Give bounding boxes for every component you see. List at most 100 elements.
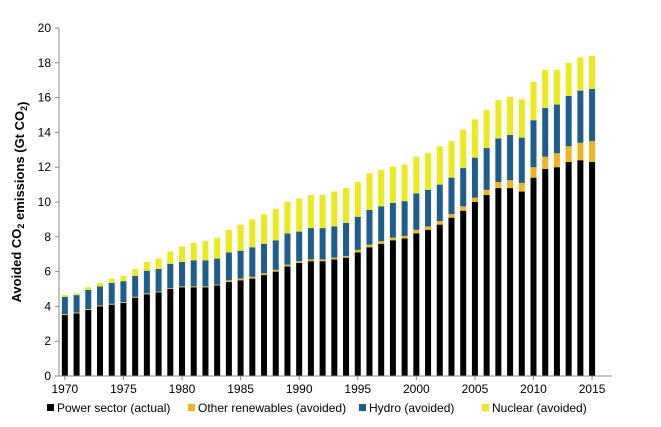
y-tick-label-6: 6 [44, 265, 51, 279]
bar-segment-1986-s2 [249, 247, 256, 277]
bar-segment-2011-s2 [542, 108, 549, 157]
bar-segment-2007-s3 [495, 100, 502, 139]
bar-segment-1974-s1 [108, 303, 115, 305]
bar-segment-1986-s1 [249, 276, 256, 279]
bar-segment-1983-s2 [214, 258, 221, 285]
plot-area [58, 28, 612, 377]
bar-segment-1998-s1 [389, 237, 396, 241]
bar-segment-1990-s0 [296, 262, 303, 376]
bar-segment-2007-s0 [495, 188, 502, 376]
bar-segment-1993-s0 [331, 259, 338, 376]
bar-segment-2006-s2 [483, 148, 490, 190]
y-tick-label-20: 20 [38, 21, 52, 35]
bar-segment-2011-s3 [542, 69, 549, 109]
bar-segment-2008-s2 [507, 135, 514, 181]
bar-segment-1996-s3 [366, 173, 373, 210]
y-tick-label-10: 10 [38, 195, 52, 209]
bar-segment-1985-s0 [237, 280, 244, 376]
bar-segment-1972-s3 [85, 287, 92, 290]
bar-segment-2007-s1 [495, 181, 502, 189]
bar-segment-2000-s1 [413, 229, 420, 234]
bar-segment-2007-s2 [495, 138, 502, 182]
bar-segment-1997-s1 [378, 241, 385, 244]
bar-segment-1981-s1 [190, 286, 197, 288]
bar-segment-1993-s3 [331, 191, 338, 227]
bar-segment-1997-s2 [378, 206, 385, 242]
x-tick-label-2010: 2010 [520, 382, 547, 396]
bar-segment-1981-s2 [190, 260, 197, 287]
bar-segment-2013-s3 [565, 62, 572, 96]
bar-segment-1974-s3 [108, 278, 115, 283]
bar-segment-1991-s1 [307, 259, 314, 262]
bar-segment-1982-s0 [202, 287, 209, 376]
x-axis: 1970 1975 1980 1985 1990 1995 2000 2005 2010 2015 [52, 376, 606, 396]
bar-segment-1994-s2 [343, 222, 350, 256]
bar-segment-2015-s1 [589, 141, 596, 162]
y-tick-label-12: 12 [38, 160, 52, 174]
bar-segment-2003-s1 [448, 214, 455, 218]
bar-segment-2012-s0 [553, 167, 560, 376]
bar-segment-1978-s2 [155, 268, 162, 292]
bar-segment-1980-s3 [179, 246, 186, 263]
bar-segment-2005-s2 [471, 157, 478, 198]
bar-segment-2009-s3 [518, 99, 525, 138]
bar-segment-1995-s0 [354, 252, 361, 376]
legend-label-3: Nuclear (avoided) [492, 401, 587, 415]
bar-segment-1970-s2 [61, 296, 68, 315]
bar-segment-1989-s1 [284, 264, 291, 267]
bar-segment-1972-s0 [85, 309, 92, 376]
bar-segment-2015-s0 [589, 161, 596, 376]
bar-segment-1990-s2 [296, 231, 303, 262]
bar-segment-1988-s2 [272, 240, 279, 270]
x-tick-label-1970: 1970 [52, 382, 79, 396]
bar-segment-2005-s3 [471, 119, 478, 158]
bar-segment-2010-s2 [530, 120, 537, 168]
bar-segment-2009-s1 [518, 182, 525, 192]
bar-segment-1999-s2 [401, 201, 408, 236]
bar-segment-2010-s3 [530, 81, 537, 121]
y-tick-label-4: 4 [44, 299, 51, 313]
bar-segment-2004-s0 [460, 210, 467, 376]
y-axis-title: Avoided CO2 emissions (Gt CO2) [9, 102, 30, 303]
bar-segment-1970-s3 [61, 295, 68, 297]
bar-segment-1981-s3 [190, 242, 197, 261]
bar-segment-1991-s2 [307, 228, 314, 260]
bar-segment-1980-s0 [179, 287, 186, 376]
bar-segment-2000-s3 [413, 156, 420, 194]
bar-segment-2012-s1 [553, 153, 560, 168]
bar-segment-2002-s1 [436, 221, 443, 225]
bar-segment-2003-s0 [448, 217, 455, 376]
bar-segment-1979-s3 [167, 251, 174, 264]
bar-segment-1989-s2 [284, 233, 291, 265]
bar-segment-1987-s0 [261, 275, 268, 376]
x-tick-label-1975: 1975 [110, 382, 137, 396]
bar-segment-1997-s0 [378, 243, 385, 376]
bar-segment-2005-s0 [471, 202, 478, 376]
bar-segment-2001-s0 [425, 229, 432, 376]
bar-segment-1985-s3 [237, 224, 244, 251]
bar-segment-1997-s3 [378, 169, 385, 207]
legend-label-0: Power sector (actual) [57, 401, 170, 415]
bar-segment-1983-s3 [214, 237, 221, 259]
bar-segment-1999-s3 [401, 164, 408, 202]
bar-segment-1983-s0 [214, 285, 221, 376]
legend-label-1: Other renewables (avoided) [198, 401, 346, 415]
bar-segment-1979-s1 [167, 288, 174, 289]
bar-segment-1992-s2 [319, 228, 326, 260]
bar-segment-1990-s1 [296, 261, 303, 263]
bar-segment-1976-s0 [132, 297, 139, 376]
bar-segment-1973-s3 [97, 282, 104, 287]
x-tick-label-2000: 2000 [403, 382, 430, 396]
bar-segment-1994-s3 [343, 188, 350, 223]
bar-segment-2006-s0 [483, 195, 490, 376]
bar-segment-2015-s2 [589, 88, 596, 142]
bar-segment-1971-s0 [73, 313, 80, 376]
y-tick-label-18: 18 [38, 56, 52, 70]
x-tick-label-1980: 1980 [169, 382, 196, 396]
bar-segment-1973-s2 [97, 286, 104, 306]
bar-segment-1989-s3 [284, 202, 291, 234]
bar-segment-1975-s2 [120, 281, 127, 303]
bar-segment-1978-s3 [155, 258, 162, 269]
x-tick-label-1985: 1985 [227, 382, 254, 396]
